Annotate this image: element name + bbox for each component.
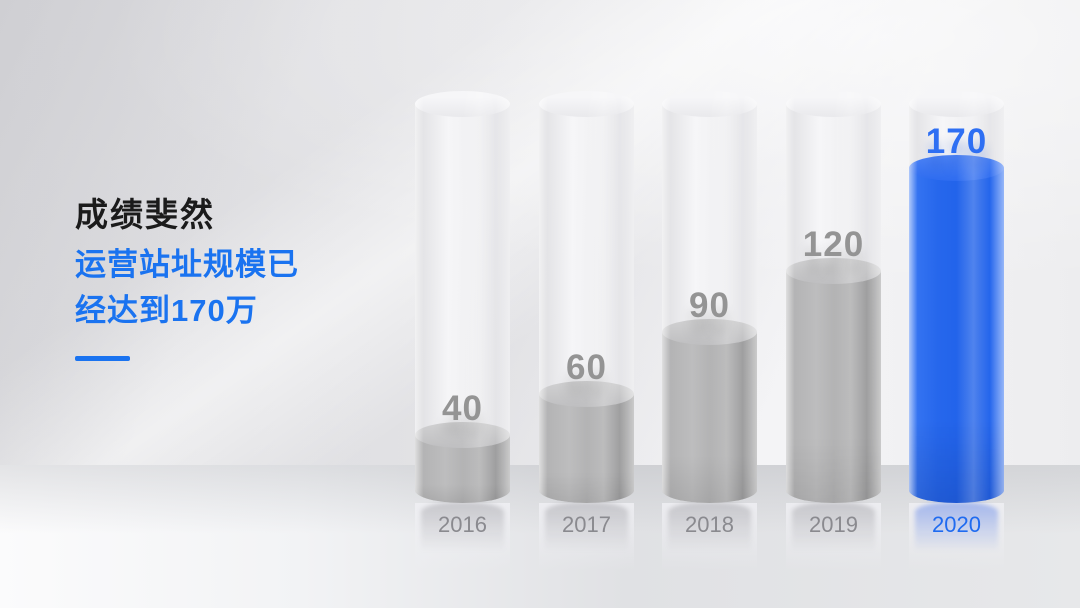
year-label: 2018 xyxy=(685,512,734,537)
tube-reflection xyxy=(415,503,510,587)
value-label: 90 xyxy=(689,286,730,326)
glass-overlay xyxy=(909,91,1004,503)
value-label: 60 xyxy=(566,347,607,387)
subtitle-line-1: 运营站址规模已 xyxy=(75,247,299,282)
year-label: 2017 xyxy=(562,512,611,537)
slide-subtitle: 运营站址规模已 经达到170万 xyxy=(75,242,299,334)
cylinder-2016: 40 2016 xyxy=(415,0,510,608)
cylinder-2020: 170 2020 xyxy=(909,0,1004,608)
fill-reflection xyxy=(792,502,875,560)
tube-reflection xyxy=(662,503,757,587)
year-label: 2020 xyxy=(932,512,981,537)
cylinder-2017: 60 2017 xyxy=(539,0,634,608)
fill-reflection xyxy=(421,502,504,560)
left-text-block: 成绩斐然 运营站址规模已 经达到170万 xyxy=(75,194,299,361)
tube-reflection xyxy=(909,503,1004,587)
year-label: 2016 xyxy=(438,512,487,537)
value-label: 40 xyxy=(442,389,483,428)
fill-reflection xyxy=(545,502,628,560)
glass-overlay xyxy=(662,91,757,503)
value-label: 170 xyxy=(925,121,988,161)
value-label: 120 xyxy=(802,224,865,264)
glass-overlay xyxy=(415,91,510,503)
tube-reflection xyxy=(539,503,634,587)
cylinder-2019: 120 2019 xyxy=(786,0,881,608)
subtitle-line-2: 经达到170万 xyxy=(75,293,258,328)
tube-reflection xyxy=(786,503,881,587)
glass-overlay xyxy=(786,91,881,503)
fill-reflection xyxy=(915,502,998,560)
slide-title: 成绩斐然 xyxy=(75,196,215,233)
glass-overlay xyxy=(539,91,634,503)
year-label: 2019 xyxy=(809,512,858,537)
fill-reflection xyxy=(668,502,751,560)
cylinder-2018: 90 2018 xyxy=(662,0,757,608)
accent-dash xyxy=(75,356,130,361)
